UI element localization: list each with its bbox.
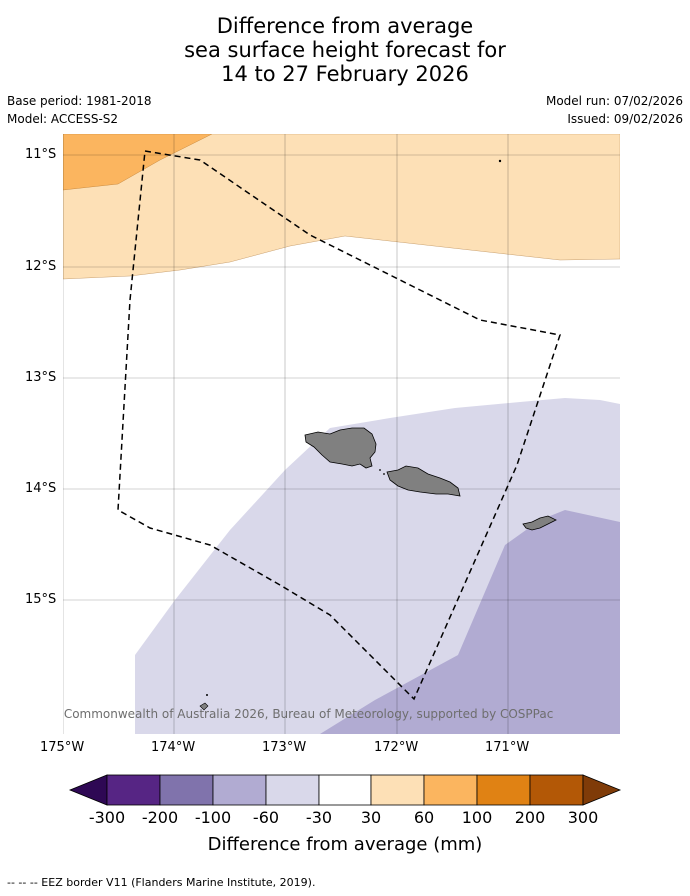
issued-date: Issued: 09/02/2026 — [567, 112, 683, 126]
colorbar-bin-6 — [370, 774, 425, 806]
small-islet-south — [206, 694, 208, 696]
colorbar-label: -60 — [252, 808, 280, 827]
savaii-island — [304, 427, 377, 469]
colorbar-label: 300 — [567, 808, 599, 827]
lat-label-13s: 13°S — [25, 370, 57, 385]
colorbar-bin-5 — [318, 774, 372, 806]
title-line-2: sea surface height forecast for — [184, 38, 506, 62]
lat-label-11s: 11°S — [25, 147, 57, 162]
upolu-island — [386, 465, 461, 497]
lon-label-174w: 174°W — [151, 740, 196, 755]
map-panel: © Commonwealth of Australia 2026, Bureau… — [48, 134, 620, 734]
colorbar-title: Difference from average (mm) — [207, 834, 483, 855]
colorbar-bin-2 — [159, 774, 214, 806]
region-30-60 — [63, 134, 620, 280]
colorbar-label: -300 — [88, 808, 126, 827]
colorbar-extend-low — [68, 774, 108, 806]
colorbar-label: 100 — [461, 808, 493, 827]
lat-label-14s: 14°S — [25, 481, 57, 496]
copyright-text: © Commonwealth of Australia 2026, Bureau… — [48, 707, 553, 721]
small-island-south — [199, 702, 209, 711]
colorbar-label: -30 — [305, 808, 333, 827]
model-name: Model: ACCESS-S2 — [7, 112, 119, 126]
base-period: Base period: 1981-2018 — [7, 94, 152, 108]
colorbar-bin-9 — [529, 774, 584, 806]
colorbar-label: -200 — [141, 808, 179, 827]
colorbar-bin-1 — [106, 774, 161, 806]
islet-2 — [383, 473, 385, 475]
colorbar-bin-3 — [212, 774, 267, 806]
chart-title: Difference from average sea surface heig… — [0, 14, 690, 86]
colorbar-bin-8 — [476, 774, 531, 806]
colorbar-label: 200 — [514, 808, 546, 827]
model-run: Model run: 07/02/2026 — [545, 94, 683, 108]
eez-footnote: -- -- -- EEZ border V11 (Flanders Marine… — [7, 876, 316, 889]
title-line-1: Difference from average — [216, 14, 474, 38]
small-island-north — [498, 159, 502, 163]
region-minus-100-60 — [320, 510, 620, 734]
eez-border — [117, 150, 561, 701]
colorbar-extend-high — [582, 774, 622, 806]
colorbar-label: 60 — [413, 808, 435, 827]
islet-1 — [379, 469, 381, 471]
title-line-3: 14 to 27 February 2026 — [221, 62, 469, 86]
region-60-100 — [63, 134, 213, 191]
lat-label-15s: 15°S — [25, 592, 57, 607]
colorbar-label: -100 — [194, 808, 232, 827]
graticule — [63, 134, 620, 734]
tutuila-island — [522, 515, 557, 531]
lon-label-171w: 171°W — [485, 740, 530, 755]
lat-label-12s: 12°S — [25, 259, 57, 274]
lon-label-173w: 173°W — [262, 740, 307, 755]
colorbar-bin-4 — [265, 774, 320, 806]
colorbar — [68, 774, 622, 806]
lon-label-172w: 172°W — [374, 740, 419, 755]
colorbar-label: 30 — [360, 808, 382, 827]
colorbar-bin-7 — [423, 774, 478, 806]
lon-label-175w: 175°W — [40, 740, 85, 755]
